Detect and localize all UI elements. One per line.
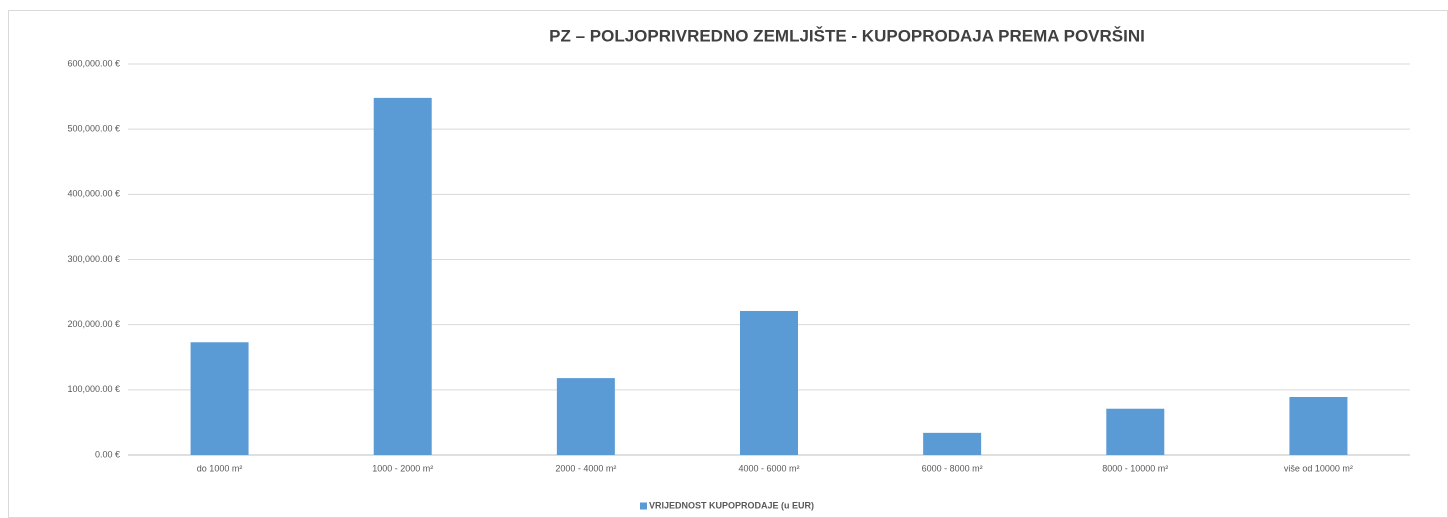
legend-swatch (640, 502, 647, 510)
y-tick-label: 200,000.00 € (67, 319, 120, 329)
bar (373, 97, 432, 456)
y-tick-label: 300,000.00 € (67, 254, 120, 264)
bar (556, 378, 615, 455)
x-tick-label: 8000 - 10000 m² (1102, 463, 1168, 473)
y-tick-label: 0.00 € (95, 449, 120, 459)
y-tick-label: 500,000.00 € (67, 124, 120, 134)
y-tick-label: 600,000.00 € (67, 58, 120, 68)
chart-title: PZ – POLJOPRIVREDNO ZEMLJIŠTE - KUPOPROD… (549, 26, 1145, 45)
x-tick-label: 6000 - 8000 m² (922, 463, 983, 473)
bar (923, 432, 982, 455)
bar (190, 342, 249, 455)
y-tick-label: 100,000.00 € (67, 384, 120, 394)
bar (1289, 397, 1348, 455)
bar (740, 310, 798, 455)
x-tick-label: do 1000 m² (197, 463, 243, 473)
x-tick-label: 2000 - 4000 m² (555, 463, 616, 473)
legend-label: VRIJEDNOST KUPOPRODAJE (u EUR) (649, 500, 814, 510)
x-tick-label: više od 10000 m² (1284, 463, 1353, 473)
bar (1106, 408, 1165, 455)
x-tick-label: 4000 - 6000 m² (738, 463, 799, 473)
y-tick-label: 400,000.00 € (67, 189, 120, 199)
x-tick-label: 1000 - 2000 m² (372, 463, 433, 473)
